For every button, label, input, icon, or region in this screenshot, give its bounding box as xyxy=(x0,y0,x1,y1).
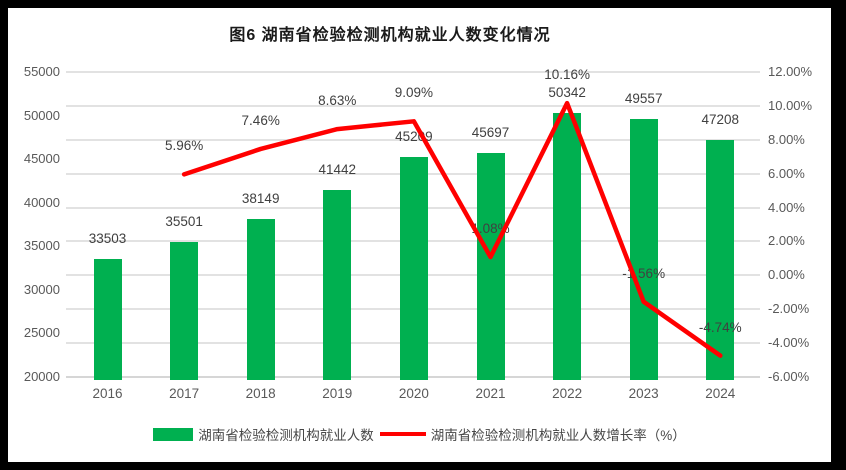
left-axis-tick: 35000 xyxy=(23,238,60,254)
line-swatch-icon xyxy=(379,431,426,437)
rate-label-2023: -1.56% xyxy=(622,265,666,281)
rate-label-2020: 9.09% xyxy=(394,85,434,101)
bar-value-label: 35501 xyxy=(165,213,203,229)
left-axis-tick: 30000 xyxy=(23,281,60,297)
right-axis-tick: 0.00% xyxy=(768,267,805,283)
bar-2017 xyxy=(170,241,199,380)
right-axis-tick: 6.00% xyxy=(768,165,805,181)
right-axis-tick: -4.00% xyxy=(768,335,810,351)
bar-2024 xyxy=(706,139,735,380)
legend-label-growth-rate: 湖南省检验检测机构就业人数增长率（%） xyxy=(430,428,686,443)
x-axis-label-2024: 2024 xyxy=(705,386,736,401)
bar-2021 xyxy=(476,153,505,380)
x-axis-label-2023: 2023 xyxy=(628,386,659,401)
left-axis-tick: 50000 xyxy=(23,107,60,123)
left-axis-tick: 20000 xyxy=(23,369,60,384)
rate-label-2019: 8.63% xyxy=(318,93,357,109)
rate-label-2022: 10.16% xyxy=(544,67,590,83)
right-axis-tick: 2.00% xyxy=(768,233,805,249)
bar-value-label: 50342 xyxy=(548,84,586,100)
legend-item-growth-rate: 湖南省检验检测机构就业人数增长率（%） xyxy=(379,424,686,444)
bar-swatch-icon xyxy=(153,427,194,441)
rate-label-2017: 5.96% xyxy=(164,138,204,154)
chart-panel: 图6 湖南省检验检测机构就业人数变化情况 12.00% 10.00% 8.00% 6.… xyxy=(8,8,831,462)
x-axis-label-2018: 2018 xyxy=(245,386,276,401)
bar-value-label: 33503 xyxy=(88,231,127,247)
bar-2016 xyxy=(93,259,122,380)
legend: 湖南省检验检测机构就业人数 湖南省检验检测机构就业人数增长率（%） xyxy=(8,422,831,446)
bar-value-label: 38149 xyxy=(241,190,280,206)
chart-title: 图6 湖南省检验检测机构就业人数变化情况 xyxy=(229,27,551,44)
x-axis-label-2017: 2017 xyxy=(169,386,200,401)
bar-value-label: 47208 xyxy=(701,111,740,127)
rate-label-2024: -4.74% xyxy=(698,319,742,335)
x-axis-label-2021: 2021 xyxy=(475,386,506,401)
bar-2020 xyxy=(399,157,428,380)
x-axis-label-2020: 2020 xyxy=(398,386,429,401)
left-axis-tick: 55000 xyxy=(23,64,60,79)
right-axis-tick: 12.00% xyxy=(768,64,813,79)
legend-item-employment: 湖南省检验检测机构就业人数 xyxy=(153,424,374,444)
bar-2023 xyxy=(629,119,658,380)
right-axis-tick: -6.00% xyxy=(768,369,810,384)
right-axis-tick: 10.00% xyxy=(768,97,813,113)
bar-value-label: 41442 xyxy=(318,162,357,178)
bar-2018 xyxy=(246,218,275,380)
right-axis-tick: 4.00% xyxy=(768,199,805,215)
rate-label-2018: 7.46% xyxy=(241,112,280,128)
bar-2019 xyxy=(323,190,352,380)
bar-value-label: 45697 xyxy=(471,125,510,141)
x-axis-label-2022: 2022 xyxy=(552,386,583,401)
right-axis-tick: 8.00% xyxy=(768,131,805,147)
x-axis-label-2019: 2019 xyxy=(322,386,353,401)
left-axis-tick: 25000 xyxy=(23,325,60,341)
left-axis-tick: 45000 xyxy=(23,151,60,167)
bar-value-label: 49557 xyxy=(624,91,663,107)
gridline xyxy=(66,71,760,73)
left-axis-tick: 40000 xyxy=(23,194,60,210)
rate-label-2021: 1.08% xyxy=(471,221,510,237)
x-axis-label-2016: 2016 xyxy=(92,386,123,401)
right-axis-tick: -2.00% xyxy=(768,301,810,317)
bar-2022 xyxy=(553,112,582,380)
bar-value-label: 45209 xyxy=(395,129,433,145)
legend-label-employment: 湖南省检验检测机构就业人数 xyxy=(198,428,374,443)
